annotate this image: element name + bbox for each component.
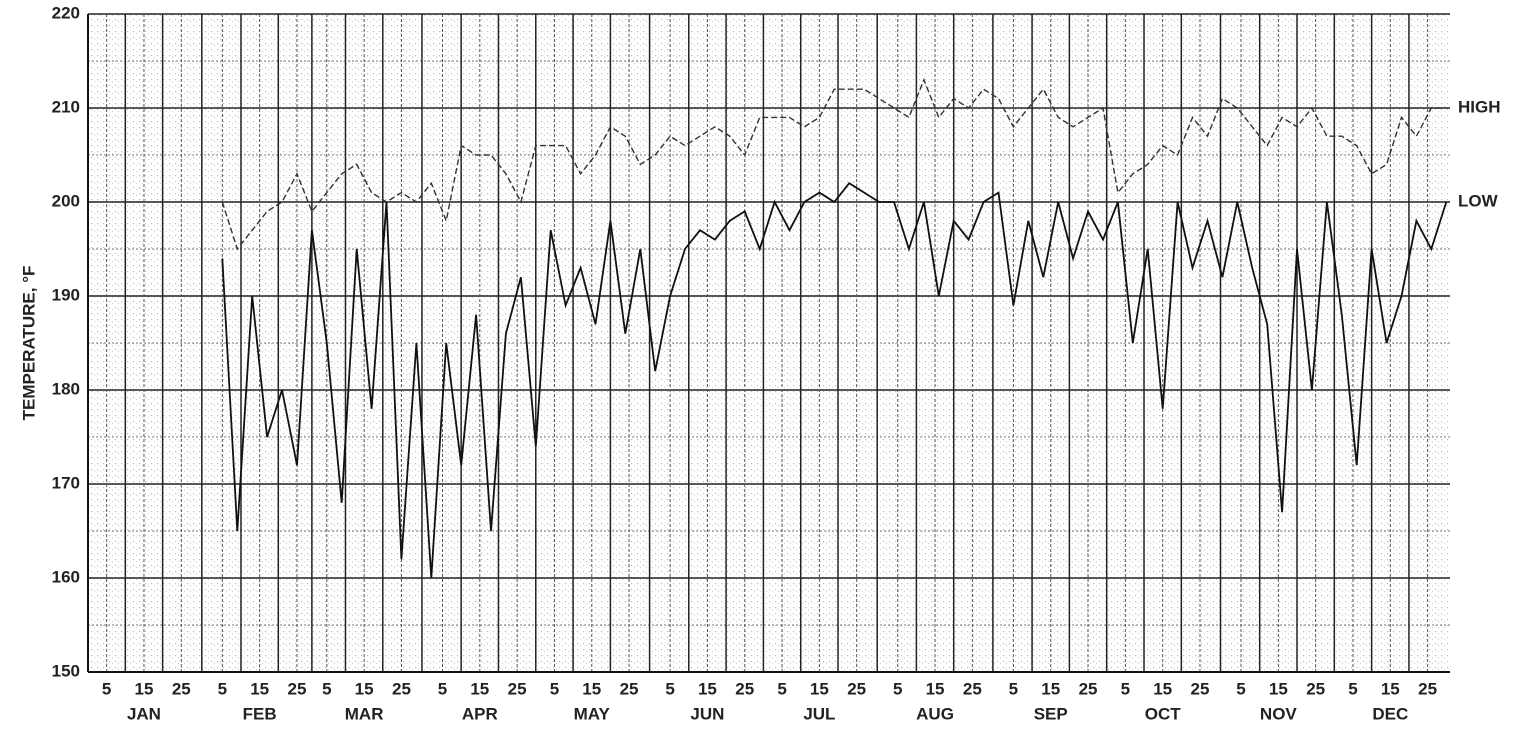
x-tick-label: 25 <box>847 679 866 698</box>
y-tick-label: 170 <box>52 473 80 492</box>
x-tick-label: 15 <box>1269 679 1288 698</box>
y-tick-label: 220 <box>52 3 80 22</box>
x-tick-label: 5 <box>102 679 111 698</box>
month-label: SEP <box>1034 704 1068 723</box>
month-label: NOV <box>1260 704 1298 723</box>
x-tick-label: 15 <box>355 679 374 698</box>
x-tick-label: 25 <box>288 679 307 698</box>
x-tick-label: 15 <box>470 679 489 698</box>
x-tick-label: 5 <box>777 679 786 698</box>
y-tick-label: 200 <box>52 191 80 210</box>
month-label: JAN <box>127 704 161 723</box>
month-label: FEB <box>243 704 277 723</box>
x-tick-label: 15 <box>1381 679 1400 698</box>
x-tick-label: 5 <box>665 679 674 698</box>
series-label: LOW <box>1458 191 1499 210</box>
x-tick-label: 25 <box>172 679 191 698</box>
month-label: JUN <box>690 704 724 723</box>
series-label: HIGH <box>1458 97 1501 116</box>
month-label: MAR <box>345 704 384 723</box>
series-line <box>221 182 1448 579</box>
y-axis-label: TEMPERATURE, °F <box>19 266 38 421</box>
x-tick-label: 15 <box>582 679 601 698</box>
x-tick-label: 25 <box>1191 679 1210 698</box>
x-tick-label: 15 <box>698 679 717 698</box>
x-tick-label: 5 <box>1009 679 1018 698</box>
x-tick-label: 25 <box>1079 679 1098 698</box>
x-tick-label: 5 <box>1236 679 1245 698</box>
month-label: AUG <box>916 704 954 723</box>
x-tick-label: 25 <box>1418 679 1437 698</box>
month-label: OCT <box>1145 704 1182 723</box>
series-line <box>221 77 1447 251</box>
x-tick-label: 15 <box>926 679 945 698</box>
y-tick-label: 160 <box>52 567 80 586</box>
x-tick-label: 25 <box>735 679 754 698</box>
x-tick-label: 25 <box>392 679 411 698</box>
x-tick-label: 15 <box>250 679 269 698</box>
x-tick-label: 15 <box>1041 679 1060 698</box>
month-label: MAY <box>574 704 611 723</box>
x-tick-label: 5 <box>438 679 447 698</box>
x-tick-label: 5 <box>1348 679 1357 698</box>
x-tick-label: 25 <box>620 679 639 698</box>
month-label: JUL <box>803 704 835 723</box>
x-tick-label: 5 <box>550 679 559 698</box>
y-tick-label: 190 <box>52 285 80 304</box>
x-tick-label: 15 <box>1153 679 1172 698</box>
x-tick-label: 5 <box>218 679 227 698</box>
y-tick-label: 210 <box>52 97 80 116</box>
x-tick-label: 25 <box>963 679 982 698</box>
x-tick-label: 15 <box>135 679 154 698</box>
x-tick-label: 15 <box>810 679 829 698</box>
y-tick-label: 180 <box>52 379 80 398</box>
month-label: APR <box>462 704 498 723</box>
x-tick-label: 25 <box>508 679 527 698</box>
x-tick-label: 5 <box>322 679 331 698</box>
x-tick-label: 5 <box>893 679 902 698</box>
y-tick-label: 150 <box>52 661 80 680</box>
month-label: DEC <box>1372 704 1408 723</box>
x-tick-label: 5 <box>1121 679 1130 698</box>
x-tick-label: 25 <box>1306 679 1325 698</box>
